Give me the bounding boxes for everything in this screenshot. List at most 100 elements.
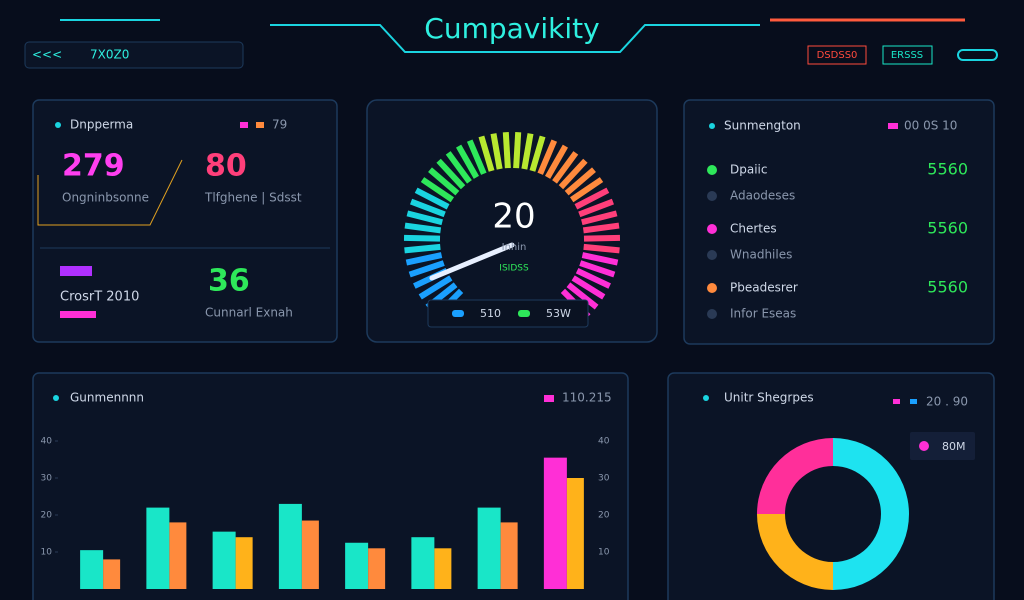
gauge-tick — [566, 282, 599, 310]
dot — [55, 122, 61, 128]
gauge-tick — [455, 144, 480, 179]
accent-line — [37, 159, 183, 226]
gauge-tick — [564, 167, 596, 196]
legend-label: 20 . 90 — [926, 395, 968, 409]
bar — [500, 522, 518, 589]
gauge-tick — [410, 198, 446, 218]
gauge-tick — [414, 187, 450, 210]
row-label: Chertes — [730, 222, 777, 236]
bar — [146, 507, 170, 589]
button[interactable] — [807, 45, 867, 65]
row-label: Infor Eseas — [730, 307, 796, 321]
gauge-tick — [436, 158, 466, 190]
panel — [32, 372, 629, 600]
row-dot — [707, 191, 717, 201]
gauge-tick — [575, 267, 611, 289]
donut-chart — [757, 438, 909, 590]
bar — [235, 537, 253, 589]
legend-label: 110.215 — [562, 391, 612, 405]
app-title: Cumpavikity — [424, 12, 599, 45]
row-label: Adaodeses — [730, 189, 795, 203]
y-tick-label: 40 — [598, 437, 610, 447]
gauge-needle — [429, 242, 515, 281]
donut-segment — [757, 438, 833, 514]
gauge-tick — [552, 151, 579, 184]
gauge-unit: Inhin — [502, 242, 527, 253]
gauge-tick — [581, 252, 619, 266]
gauge-tick — [502, 132, 511, 169]
button-label: DSDSS0 — [817, 50, 858, 61]
row-dot — [707, 224, 717, 234]
panel — [667, 372, 995, 600]
gauge-tick — [406, 210, 443, 226]
stat-label: Ongninbsonne — [62, 191, 149, 205]
gauge-tick — [578, 198, 614, 218]
bar — [345, 542, 369, 589]
bar — [411, 537, 435, 589]
gauge-value: 20 — [492, 197, 535, 237]
gauge-tick — [478, 135, 495, 172]
bar — [477, 507, 501, 589]
gauge-tick — [582, 222, 620, 234]
gauge-tick — [529, 135, 546, 172]
dot — [709, 123, 715, 129]
row-dot — [707, 283, 717, 293]
gauge-tick — [420, 177, 455, 203]
gauge-tick — [558, 158, 588, 190]
row-label: Dpaiic — [730, 163, 767, 177]
row-label: Wnadhiles — [730, 248, 792, 262]
stat-label: Cunnarl Exnah — [205, 306, 293, 320]
bar — [368, 548, 386, 589]
badge-label: 80M — [942, 440, 966, 453]
nav-box[interactable] — [24, 41, 244, 69]
toggle[interactable] — [957, 49, 998, 61]
legend-label: 00 0S 10 — [904, 119, 957, 133]
y-tick-label: 40 — [41, 437, 53, 447]
gauge-tick — [569, 177, 604, 203]
gauge-tick — [521, 133, 534, 170]
chart-title: Gunmennnn — [70, 391, 144, 405]
gauge-tick — [445, 151, 472, 184]
legend-swatch — [910, 399, 917, 404]
nav-icon: <<< — [32, 48, 62, 62]
row-value: 5560 — [927, 219, 968, 238]
row-dot — [707, 309, 717, 319]
legend-swatch — [893, 399, 900, 404]
bar — [543, 457, 567, 589]
bar — [80, 550, 104, 589]
bar — [169, 522, 187, 589]
legend-label: 53W — [546, 307, 571, 320]
button-label: ERSSS — [891, 50, 923, 61]
gauge-tick — [571, 275, 606, 300]
bar-chart: 10 10 20 20 30 30 40 40 — [41, 437, 610, 589]
bar — [434, 548, 452, 589]
legend-swatch — [544, 395, 554, 402]
gauge-tick — [579, 260, 616, 278]
gauge-tick — [513, 132, 522, 169]
row-value: 5560 — [927, 160, 968, 179]
gauge-tick — [428, 167, 460, 196]
row-value: 5560 — [927, 278, 968, 297]
header-frame — [270, 24, 760, 53]
badge — [910, 432, 975, 460]
stat-value: 36 — [208, 264, 250, 299]
legend-swatch — [256, 122, 264, 128]
stat-value: 279 — [62, 149, 125, 184]
row-dot — [707, 165, 717, 175]
swatch — [60, 266, 92, 276]
y-tick-label: 20 — [598, 511, 610, 521]
bar — [301, 520, 319, 589]
gauge-tick — [404, 243, 441, 254]
panel-title: Dnpperma — [70, 118, 133, 132]
button[interactable] — [882, 45, 933, 65]
gauge-tick — [405, 252, 443, 266]
swatch — [60, 311, 96, 318]
gauge-tick — [583, 234, 621, 242]
y-tick-label: 30 — [41, 474, 53, 484]
legend-swatch — [888, 123, 898, 129]
bar — [566, 478, 584, 589]
gauge-tick — [408, 260, 445, 278]
panel — [683, 99, 995, 345]
legend-label: 510 — [480, 307, 501, 320]
legend-label: 79 — [272, 118, 287, 132]
